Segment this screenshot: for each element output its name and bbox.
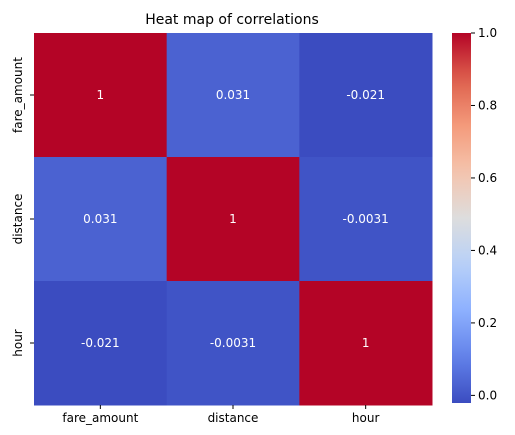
- colorbar-tick-label-4: 0.8: [478, 98, 497, 112]
- x-tick-label-1: distance: [208, 411, 259, 425]
- cell-label-2-2: 1: [362, 336, 370, 350]
- heatmap-cell-1-0: [34, 157, 168, 282]
- colorbar-tick-label-1: 0.2: [478, 316, 497, 330]
- heatmap-cell-labels: 1 0.031 -0.021 0.031 1 -0.0031 -0.021 -0.0031 1: [81, 88, 389, 350]
- cell-label-1-1: 1: [229, 212, 237, 226]
- x-tick-label-0: fare_amount: [62, 411, 138, 425]
- heatmap-cell-0-2: [299, 33, 433, 158]
- cell-label-0-2: -0.021: [346, 88, 385, 102]
- x-tick-label-2: hour: [352, 411, 380, 425]
- y-tick-label-0: fare_amount: [11, 57, 25, 133]
- heatmap-cell-2-2: [299, 281, 433, 406]
- colorbar-tick-label-0: 0.0: [478, 388, 497, 402]
- heatmap-cell-0-1: [166, 33, 300, 158]
- heatmap-cell-2-0: [34, 281, 168, 406]
- colorbar-gradient: [452, 33, 471, 403]
- cell-label-2-0: -0.021: [81, 336, 120, 350]
- cell-label-1-2: -0.0031: [343, 212, 389, 226]
- colorbar-tick-label-2: 0.4: [478, 243, 497, 257]
- heatmap-cell-1-1: [166, 157, 300, 282]
- cell-label-2-1: -0.0031: [210, 336, 256, 350]
- heatmap-cells: [34, 33, 433, 406]
- y-tick-label-1: distance: [11, 194, 25, 245]
- cell-label-1-0: 0.031: [83, 212, 117, 226]
- y-axis: fare_amount distance hour: [11, 57, 34, 357]
- colorbar: 0.0 0.2 0.4 0.6 0.8 1.0: [452, 26, 497, 403]
- heatmap-cell-1-2: [299, 157, 433, 282]
- x-axis: fare_amount distance hour: [62, 405, 379, 425]
- colorbar-tick-label-5: 1.0: [478, 26, 497, 40]
- chart-title: Heat map of correlations: [145, 12, 319, 28]
- heatmap-cell-0-0: [34, 33, 168, 158]
- heatmap-cell-2-1: [166, 281, 300, 406]
- colorbar-tick-label-3: 0.6: [478, 171, 497, 185]
- cell-label-0-0: 1: [97, 88, 105, 102]
- y-tick-label-2: hour: [11, 329, 25, 357]
- cell-label-0-1: 0.031: [216, 88, 250, 102]
